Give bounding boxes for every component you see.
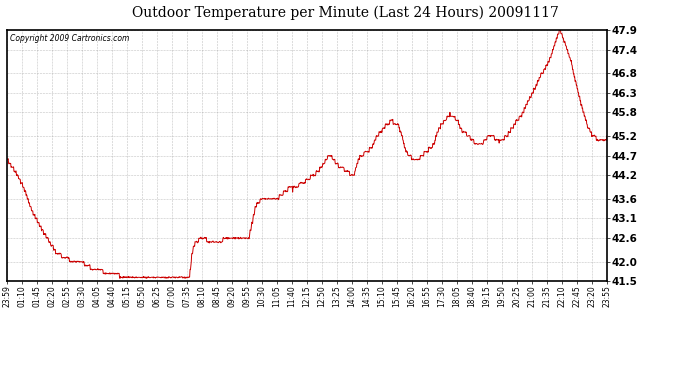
Text: Copyright 2009 Cartronics.com: Copyright 2009 Cartronics.com: [10, 34, 129, 43]
Text: Outdoor Temperature per Minute (Last 24 Hours) 20091117: Outdoor Temperature per Minute (Last 24 …: [132, 6, 558, 20]
